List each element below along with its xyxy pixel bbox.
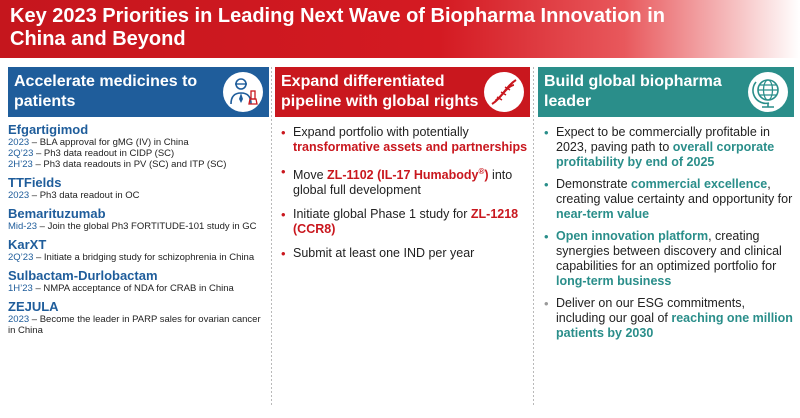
milestone-text: – Initiate a bridging study for schizoph… [33, 252, 255, 263]
bullet-highlight: Open innovation platform [556, 229, 709, 243]
bullet-text: Expand portfolio with potentially [293, 125, 469, 139]
drug-entry: ZEJULA 2023 – Become the leader in PARP s… [8, 299, 269, 336]
drug-name: TTFields [8, 175, 62, 190]
milestone-date: Mid-23 [8, 221, 38, 232]
bullet-item: Expand portfolio with potentially transf… [275, 125, 530, 155]
milestone-date: 2H’23 [8, 159, 33, 170]
doctor-icon [223, 72, 263, 112]
drug-list: Efgartigimod 2023 – BLA approval for gMG … [8, 122, 269, 336]
milestone-date: 2Q’23 [8, 148, 34, 159]
milestone-date: 2023 [8, 314, 30, 325]
milestone-text: – Ph3 data readout in OC [29, 190, 140, 201]
milestone-date: 2023 [8, 190, 30, 201]
column-header-title: Expand differentiated pipeline with glob… [281, 73, 479, 110]
bullet-item: Initiate global Phase 1 study for ZL-121… [275, 207, 530, 237]
drug-entry: Bemarituzumab Mid-23 – Join the global Ph… [8, 206, 269, 232]
bullet-text: , creating value certainty and opportuni… [556, 177, 793, 206]
column-pipeline: Expand differentiated pipeline with glob… [275, 67, 530, 412]
bullet-text: Expect to be commercially profitable in … [556, 125, 770, 154]
milestone-text: – Ph3 data readout in CIDP (SC) [33, 148, 175, 159]
drug-name: ZEJULA [8, 299, 59, 314]
drug-entry: Sulbactam-Durlobactam 1H’23 – NMPA accept… [8, 268, 269, 294]
milestone-line: 2023 – Become the leader in PARP sales f… [8, 314, 269, 336]
globe-icon [748, 72, 788, 112]
milestone-line: 1H’23 – NMPA acceptance of NDA for CRAB … [8, 283, 269, 294]
registered-mark: ® [478, 167, 485, 176]
milestone-line: 2023 – Ph3 data readout in OC [8, 190, 269, 201]
milestone-line: 2Q’23 – Ph3 data readout in CIDP (SC) [8, 148, 269, 159]
milestone-text: – NMPA acceptance of NDA for CRAB in Chi… [32, 283, 234, 294]
bullet-text: Initiate global Phase 1 study for [293, 207, 471, 222]
bullet-item: Submit at least one IND per year [275, 246, 530, 261]
leader-bullets: Expect to be commercially profitable in … [538, 125, 794, 341]
milestone-text: – Join the global Ph3 FORTITUDE-101 stud… [37, 221, 257, 232]
milestone-date: 1H’23 [8, 283, 33, 294]
bullet-highlight: ZL-1102 (IL-17 Humabody [327, 168, 479, 183]
dna-icon [484, 72, 524, 112]
drug-entry: KarXT 2Q’23 – Initiate a bridging study f… [8, 237, 269, 263]
bullet-highlight: ) [484, 168, 489, 183]
bullet-highlight: commercial excellence [631, 177, 768, 191]
bullet-highlight: overall corporate profitability by end o… [556, 140, 775, 169]
drug-name: Bemarituzumab [8, 206, 106, 221]
page-title: Key 2023 Priorities in Leading Next Wave… [10, 5, 665, 50]
milestone-text: – BLA approval for gMG (IV) in China [29, 137, 189, 148]
bullet-highlight: near-term value [556, 207, 650, 221]
bullet-text: , creating synergies between discovery a… [556, 229, 782, 273]
bullet-item: Move ZL-1102 (IL-17 Humabody®) into glob… [275, 164, 530, 198]
milestone-date: 2023 [8, 137, 30, 148]
column-header: Accelerate medicines to patients [8, 67, 269, 117]
title-banner: Key 2023 Priorities in Leading Next Wave… [0, 0, 800, 58]
bullet-text: Demonstrate [556, 177, 632, 191]
bullet-text: Move [293, 168, 328, 183]
milestone-line: 2H’23 – Ph3 data readouts in PV (SC) and… [8, 159, 269, 170]
bullet-item: Expect to be commercially profitable in … [538, 125, 794, 170]
drug-entry: Efgartigimod 2023 – BLA approval for gMG … [8, 122, 269, 170]
bullet-item: Deliver on our ESG commitments, includin… [538, 296, 794, 341]
column-header: Expand differentiated pipeline with glob… [275, 67, 530, 117]
milestone-line: 2023 – BLA approval for gMG (IV) in Chin… [8, 137, 269, 148]
pipeline-bullets: Expand portfolio with potentially transf… [275, 125, 530, 261]
bullet-item: Demonstrate commercial excellence, creat… [538, 177, 794, 222]
drug-name: KarXT [8, 237, 47, 252]
milestone-text: – Become the leader in PARP sales for ov… [8, 314, 261, 336]
column-global-leader: Build global biopharma leader Expect to … [538, 67, 794, 412]
column-divider [533, 67, 534, 405]
bullet-text: Submit at least one IND per year [293, 246, 475, 261]
column-header: Build global biopharma leader [538, 67, 794, 117]
milestone-line: Mid-23 – Join the global Ph3 FORTITUDE-1… [8, 221, 269, 232]
column-header-title: Build global biopharma leader [544, 73, 722, 110]
milestone-text: – Ph3 data readouts in PV (SC) and ITP (… [32, 159, 227, 170]
bullet-highlight: ZL-1218 (CCR8) [293, 207, 519, 237]
column-header-title: Accelerate medicines to patients [14, 73, 198, 110]
column-accelerate: Accelerate medicines to patients Efgarti… [8, 67, 269, 412]
drug-name: Sulbactam-Durlobactam [8, 268, 158, 283]
milestone-date: 2Q’23 [8, 252, 34, 263]
bullet-text: Deliver on our ESG commitments, includin… [556, 296, 745, 325]
column-divider [271, 67, 272, 405]
drug-name: Efgartigimod [8, 122, 89, 137]
milestone-line: 2Q’23 – Initiate a bridging study for sc… [8, 252, 269, 263]
drug-entry: TTFields 2023 – Ph3 data readout in OC [8, 175, 269, 201]
bullet-text: into global full development [293, 168, 513, 198]
bullet-highlight: transformative assets and partnerships [293, 140, 528, 154]
bullet-item: Open innovation platform, creating syner… [538, 229, 794, 289]
bullet-highlight: long-term business [556, 274, 672, 288]
bullet-highlight: reaching one million patients by 2030 [556, 311, 793, 340]
